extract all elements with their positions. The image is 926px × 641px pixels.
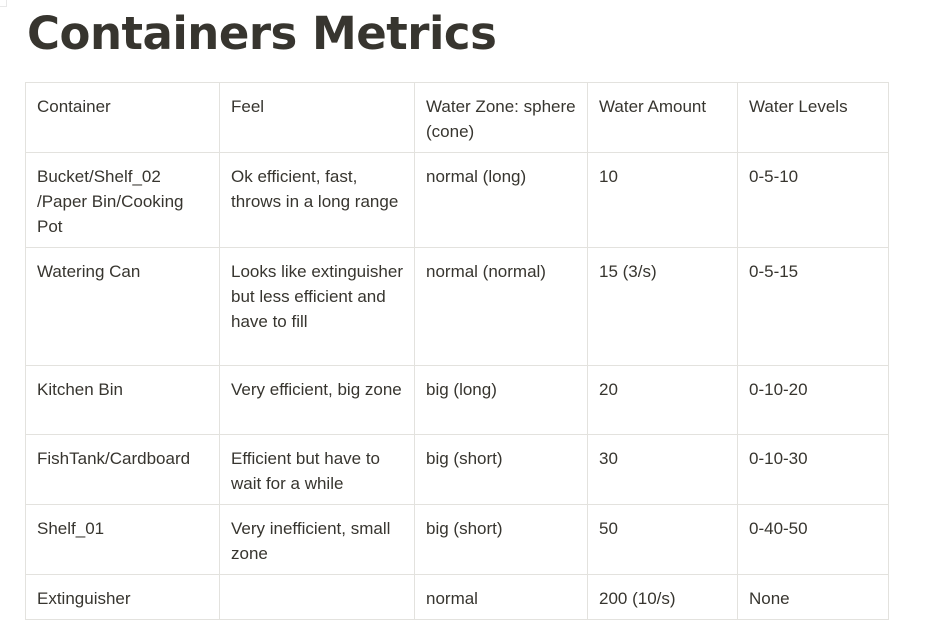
cell-container: Extinguisher [25, 574, 220, 620]
page-title: Containers Metrics [27, 7, 497, 60]
cell-water-levels: 0-10-30 [737, 434, 889, 505]
cell-water-levels: 0-40-50 [737, 504, 889, 575]
cell-water-levels: 0-5-10 [737, 152, 889, 248]
cell-feel: Very efficient, big zone [219, 365, 415, 435]
cell-water-levels: 0-5-15 [737, 247, 889, 366]
metrics-table: Container Feel Water Zone: sphere (cone)… [25, 82, 889, 620]
cell-water-amount: 20 [587, 365, 738, 435]
table-row: Kitchen Bin Very efficient, big zone big… [25, 365, 889, 435]
cell-water-zone: normal (long) [414, 152, 588, 248]
cell-water-levels: 0-10-20 [737, 365, 889, 435]
cell-container: Watering Can [25, 247, 220, 366]
cell-water-amount: 30 [587, 434, 738, 505]
header-water-amount: Water Amount [587, 82, 738, 153]
table-row: Shelf_01 Very inefficient, small zone bi… [25, 504, 889, 575]
cell-water-amount: 15 (3/s) [587, 247, 738, 366]
cell-feel: Ok efficient, fast, throws in a long ran… [219, 152, 415, 248]
corner-mark [0, 0, 7, 7]
cell-feel: Efficient but have to wait for a while [219, 434, 415, 505]
cell-water-zone: normal [414, 574, 588, 620]
table-row: FishTank/Cardboard Efficient but have to… [25, 434, 889, 505]
cell-feel: Looks like extinguisher but less efficie… [219, 247, 415, 366]
cell-water-zone: big (short) [414, 504, 588, 575]
cell-water-amount: 50 [587, 504, 738, 575]
header-water-zone: Water Zone: sphere (cone) [414, 82, 588, 153]
header-feel: Feel [219, 82, 415, 153]
table-row: Extinguisher normal 200 (10/s) None [25, 574, 889, 620]
cell-water-levels: None [737, 574, 889, 620]
cell-container: FishTank/Cardboard [25, 434, 220, 505]
cell-feel [219, 574, 415, 620]
table-row: Watering Can Looks like extinguisher but… [25, 247, 889, 366]
cell-water-zone: normal (normal) [414, 247, 588, 366]
header-water-levels: Water Levels [737, 82, 889, 153]
cell-water-zone: big (short) [414, 434, 588, 505]
table-row: Bucket/Shelf_02 /Paper Bin/Cooking Pot O… [25, 152, 889, 248]
cell-water-zone: big (long) [414, 365, 588, 435]
table-header-row: Container Feel Water Zone: sphere (cone)… [25, 82, 889, 153]
header-container: Container [25, 82, 220, 153]
cell-container: Kitchen Bin [25, 365, 220, 435]
cell-water-amount: 10 [587, 152, 738, 248]
cell-water-amount: 200 (10/s) [587, 574, 738, 620]
cell-container: Shelf_01 [25, 504, 220, 575]
cell-container: Bucket/Shelf_02 /Paper Bin/Cooking Pot [25, 152, 220, 248]
cell-feel: Very inefficient, small zone [219, 504, 415, 575]
